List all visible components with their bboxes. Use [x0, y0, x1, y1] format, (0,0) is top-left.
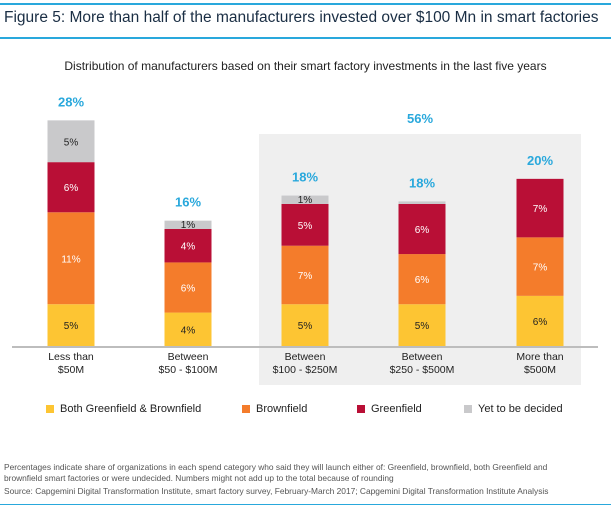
legend-swatch-greenfield [357, 405, 365, 413]
category-label: $500M [524, 364, 556, 376]
segment-label: 4% [181, 242, 196, 253]
legend-swatch-brownfield [242, 405, 250, 413]
bar-total-label: 28% [58, 94, 84, 109]
bar-segment [47, 212, 95, 305]
source-note: Source: Capgemini Digital Transformation… [4, 486, 549, 496]
bar-segment [164, 229, 212, 263]
segment-label: 6% [415, 225, 430, 236]
segment-label: 5% [64, 137, 79, 148]
segment-label: 7% [533, 263, 548, 274]
group-total-label: 56% [407, 111, 433, 126]
bar-total-label: 18% [292, 170, 318, 185]
footnote-line-2: brownfield smart factories or were undec… [4, 473, 394, 483]
legend-label-both: Both Greenfield & Brownfield [60, 403, 202, 415]
legend-label-brownfield: Brownfield [256, 403, 308, 415]
segment-label: 5% [298, 221, 313, 232]
category-label: $50 - $100M [159, 364, 218, 376]
stacked-bar-chart: 56% 5% 11% 6% 5% 28% Less than$50M 4% 6% 4% 1% 16% B… [12, 94, 598, 385]
bar-segment [398, 203, 446, 255]
segment-label: 5% [298, 321, 313, 332]
bar-segment [281, 195, 329, 204]
bar-segment [398, 254, 446, 305]
title-top-rule [0, 3, 611, 5]
segment-label: 5% [415, 321, 430, 332]
bar-total-label: 16% [175, 195, 201, 210]
category-label: $100 - $250M [273, 364, 338, 376]
category-label: Less than [48, 351, 94, 363]
segment-label: 6% [415, 275, 430, 286]
bar-segment [47, 162, 95, 213]
segment-label: 1% [298, 195, 313, 206]
legend-item-undecided: Yet to be decided [464, 403, 563, 415]
category-label: Between [168, 351, 209, 363]
segment-label: 6% [181, 284, 196, 295]
bar-segment [516, 237, 564, 296]
bar-segment [516, 295, 564, 346]
category-label: Between [285, 351, 326, 363]
segment-label: 6% [64, 183, 79, 194]
segment-label: 7% [533, 204, 548, 215]
segment-label: 1% [181, 220, 196, 231]
segment-label: 6% [533, 317, 548, 328]
legend-swatch-both [46, 405, 54, 413]
segment-label: 7% [298, 271, 313, 282]
footer-rule [0, 504, 611, 505]
bar-segment [281, 203, 329, 246]
bar-segment [164, 312, 212, 346]
category-label: Between [402, 351, 443, 363]
bar-segment [281, 245, 329, 305]
legend-swatch-undecided [464, 405, 472, 413]
figure-title: Figure 5: More than half of the manufact… [4, 9, 599, 26]
bar-segment [398, 304, 446, 346]
chart-title: Distribution of manufacturers based on t… [64, 59, 547, 73]
category-label: $250 - $500M [390, 364, 455, 376]
bar-segment [47, 120, 95, 163]
category-label: More than [516, 351, 563, 363]
bar-segment [164, 262, 212, 313]
legend-item-both: Both Greenfield & Brownfield [46, 403, 201, 415]
bar-segment [164, 220, 212, 229]
bar-total-label: 20% [527, 153, 553, 168]
legend-item-greenfield: Greenfield [357, 403, 422, 415]
bar-segment [516, 178, 564, 238]
segment-label: 4% [181, 325, 196, 336]
bar-segment [398, 201, 446, 204]
bar-segment [47, 304, 95, 346]
legend-label-undecided: Yet to be decided [478, 403, 563, 415]
bar-total-label: 18% [409, 175, 435, 190]
legend-item-brownfield: Brownfield [242, 403, 307, 415]
footnote-line-1: Percentages indicate share of organizati… [4, 462, 548, 472]
segment-label: 11% [61, 254, 80, 265]
segment-label: 5% [64, 321, 79, 332]
bar-segment [281, 304, 329, 346]
legend-label-greenfield: Greenfield [371, 403, 422, 415]
category-label: $50M [58, 364, 84, 376]
title-bottom-rule [0, 37, 611, 39]
